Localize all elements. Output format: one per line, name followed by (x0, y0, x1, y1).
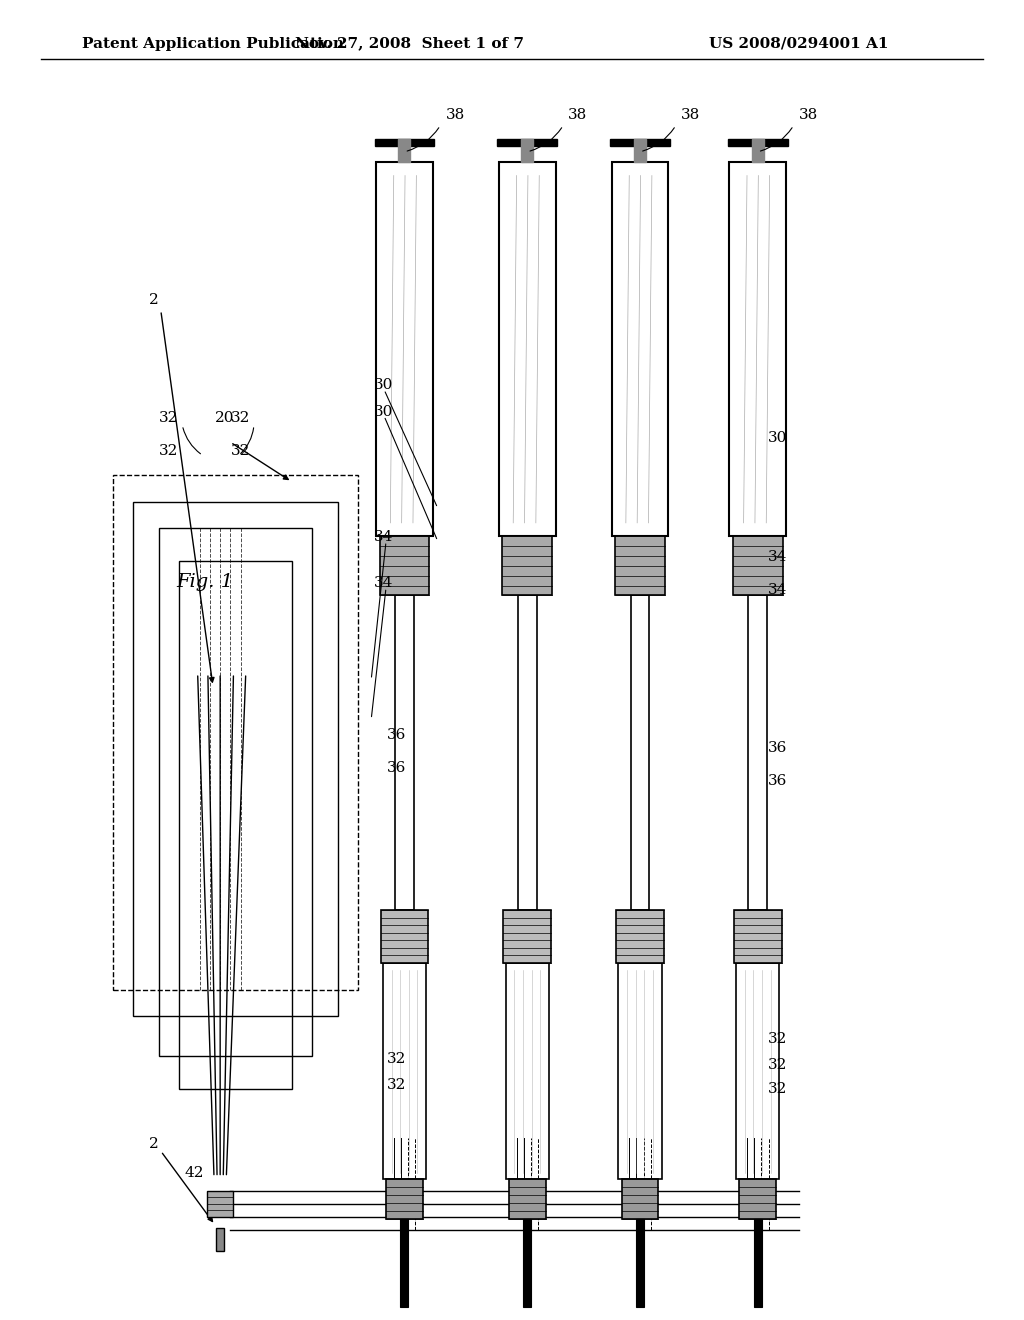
Bar (729, 162, 786, 536)
Text: 38: 38 (681, 108, 700, 121)
Bar (383, 964, 426, 1179)
Bar (631, 595, 649, 911)
Bar (518, 595, 537, 911)
Text: US 2008/0294001 A1: US 2008/0294001 A1 (709, 37, 889, 50)
Bar (521, 139, 534, 162)
Text: 38: 38 (799, 108, 818, 121)
Text: 32: 32 (768, 1082, 787, 1096)
Bar (498, 139, 557, 145)
Text: 34: 34 (374, 577, 393, 590)
Bar (749, 595, 767, 911)
Text: 30: 30 (768, 432, 787, 445)
Text: 34: 34 (768, 583, 787, 597)
Bar (734, 911, 781, 964)
Text: 36: 36 (768, 775, 787, 788)
Text: 30: 30 (374, 379, 393, 392)
Bar (207, 1191, 232, 1217)
Text: 32: 32 (768, 1032, 787, 1045)
Text: 34: 34 (768, 550, 787, 564)
Bar (636, 1218, 644, 1307)
Text: 34: 34 (374, 531, 393, 544)
Bar (622, 1179, 658, 1218)
Text: 2: 2 (148, 293, 159, 306)
Bar (736, 964, 779, 1179)
Text: Patent Application Publication: Patent Application Publication (82, 37, 344, 50)
Text: 32: 32 (387, 1078, 407, 1092)
Text: 2: 2 (148, 1138, 159, 1151)
Text: 30: 30 (374, 405, 393, 418)
Bar (739, 1179, 776, 1218)
Bar (611, 162, 669, 536)
Text: 32: 32 (387, 1052, 407, 1065)
Bar (752, 139, 764, 162)
Bar (499, 162, 556, 536)
Text: 36: 36 (387, 729, 407, 742)
Text: 32: 32 (230, 412, 250, 425)
Text: 32: 32 (159, 412, 178, 425)
Text: 42: 42 (184, 1167, 204, 1180)
Bar (634, 139, 646, 162)
Bar (733, 536, 782, 595)
Text: 36: 36 (768, 742, 787, 755)
Bar (400, 1218, 409, 1307)
Text: 20: 20 (215, 412, 234, 425)
Bar (610, 139, 670, 145)
Bar (728, 139, 787, 145)
Bar (380, 536, 429, 595)
Bar (618, 964, 662, 1179)
Bar (216, 1228, 224, 1251)
Text: 32: 32 (159, 445, 178, 458)
Bar (398, 139, 411, 162)
Text: 32: 32 (230, 445, 250, 458)
Text: 38: 38 (568, 108, 588, 121)
Bar (506, 964, 549, 1179)
Text: 36: 36 (387, 762, 407, 775)
Bar (615, 536, 665, 595)
Bar (375, 139, 434, 145)
Bar (503, 536, 552, 595)
Bar (754, 1218, 762, 1307)
Bar (395, 595, 414, 911)
Bar (381, 911, 428, 964)
Bar (523, 1218, 531, 1307)
Bar (616, 911, 664, 964)
Text: Nov. 27, 2008  Sheet 1 of 7: Nov. 27, 2008 Sheet 1 of 7 (295, 37, 524, 50)
Bar (386, 1179, 423, 1218)
Text: 32: 32 (768, 1059, 787, 1072)
Bar (504, 911, 551, 964)
Text: 38: 38 (445, 108, 465, 121)
Bar (376, 162, 433, 536)
Bar (509, 1179, 546, 1218)
Text: Fig. 1: Fig. 1 (176, 573, 233, 591)
